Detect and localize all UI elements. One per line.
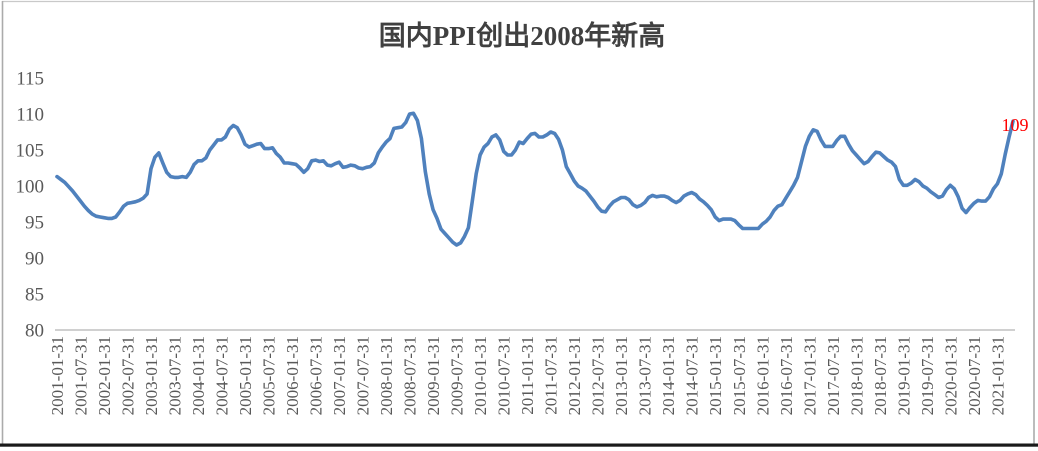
x-tick-label: 2003-01-31: [142, 336, 161, 415]
x-tick-label: 2012-01-31: [565, 336, 584, 415]
x-tick-label: 2009-01-31: [424, 336, 443, 415]
x-tick-label: 2005-07-31: [260, 336, 279, 415]
x-tick-label: 2018-01-31: [847, 336, 866, 415]
x-tick-label: 2011-01-31: [518, 336, 537, 415]
x-tick-label: 2017-07-31: [824, 336, 843, 415]
x-tick-label: 2004-07-31: [213, 336, 232, 415]
x-tick-label: 2013-01-31: [612, 336, 631, 415]
ppi-line-series: [55, 111, 1015, 247]
x-tick-label: 2016-07-31: [777, 336, 796, 415]
x-axis-labels: 2001-01-31 2001-07-31 2002-01-31 2002-07-31…: [48, 336, 1007, 415]
x-tick-label: 2008-07-31: [401, 336, 420, 415]
x-tick-label: 2001-07-31: [72, 336, 91, 415]
x-tick-label: 2014-07-31: [683, 336, 702, 415]
x-tick-label: 2021-01-31: [988, 336, 1007, 415]
window-bottom-edge: [0, 443, 1038, 447]
x-tick-label: 2003-07-31: [166, 336, 185, 415]
x-tick-label: 2006-01-31: [283, 336, 302, 415]
x-tick-label: 2015-07-31: [730, 336, 749, 415]
x-tick-label: 2005-01-31: [236, 336, 255, 415]
y-tick-label: 95: [25, 213, 44, 234]
x-tick-label: 2010-01-31: [471, 336, 490, 415]
x-tick-label: 2010-07-31: [495, 336, 514, 415]
x-tick-label: 2008-01-31: [377, 336, 396, 415]
x-tick-label: 2012-07-31: [589, 336, 608, 415]
x-tick-label: 2006-07-31: [307, 336, 326, 415]
x-tick-label: 2020-01-31: [941, 336, 960, 415]
x-tick-label: 2002-07-31: [119, 336, 138, 415]
x-tick-label: 2019-01-31: [894, 336, 913, 415]
x-tick-label: 2018-07-31: [871, 336, 890, 415]
y-tick-label: 110: [16, 105, 44, 126]
y-axis-labels: 80 85 90 95 100 105 110 115: [16, 69, 45, 342]
x-tick-label: 2020-07-31: [965, 336, 984, 415]
x-tick-label: 2017-01-31: [800, 336, 819, 415]
x-tick-label: 2014-01-31: [659, 336, 678, 415]
x-tick-label: 2002-01-31: [95, 336, 114, 415]
y-tick-label: 90: [25, 249, 44, 270]
y-tick-label: 115: [16, 69, 44, 90]
y-tick-label: 100: [16, 177, 45, 198]
x-tick-label: 2016-01-31: [753, 336, 772, 415]
x-tick-label: 2011-07-31: [542, 336, 561, 415]
y-tick-label: 85: [25, 285, 44, 306]
x-tick-label: 2007-01-31: [330, 336, 349, 415]
y-tick-label: 105: [16, 141, 45, 162]
x-tick-label: 2013-07-31: [636, 336, 655, 415]
last-point-data-label: 109: [1002, 115, 1029, 135]
x-tick-label: 2009-07-31: [448, 336, 467, 415]
chart-title: 国内PPI创出2008年新高: [379, 20, 666, 51]
x-tick-label: 2019-07-31: [918, 336, 937, 415]
x-tick-label: 2004-01-31: [189, 336, 208, 415]
y-tick-label: 80: [25, 321, 44, 342]
x-tick-label: 2007-07-31: [354, 336, 373, 415]
x-tick-label: 2015-01-31: [706, 336, 725, 415]
x-tick-label: 2001-01-31: [48, 336, 67, 415]
